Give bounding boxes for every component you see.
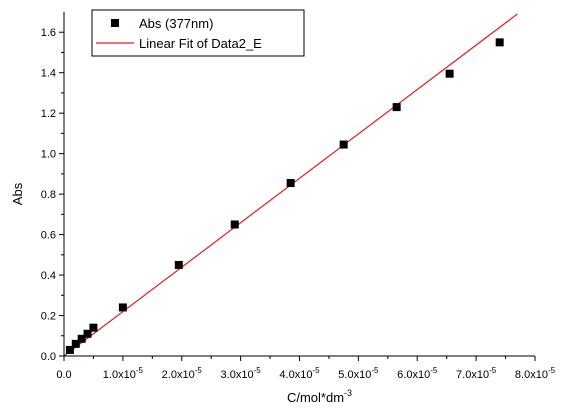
plot-area [64,13,518,356]
data-point [339,140,348,149]
x-tick-label: 1.0x10-5 [103,366,144,381]
data-point [65,345,74,354]
y-tick-label: 0.0 [41,351,56,363]
x-tick-label: 7.0x10-5 [456,366,497,381]
x-tick-label: 2.0x10-5 [162,366,203,381]
data-point [89,323,98,332]
legend-marker-square [111,19,119,27]
axes: 0.0 1.0x10-5 2.0x10-5 3.0x10-5 4.0x10-5 5.0x1… [10,12,556,405]
legend-label: Linear Fit of Data2_E [139,36,262,51]
y-tick-label: 0.6 [41,230,56,242]
data-point [392,103,401,112]
data-point [71,339,80,348]
data-point [445,69,454,78]
data-point [83,329,92,338]
y-tick-label: 1.4 [41,68,56,80]
y-axis-title: Abs [10,182,25,205]
y-tick-label: 1.2 [41,108,56,120]
x-tick-label: 8.0x10-5 [515,366,556,381]
x-tick-label: 5.0x10-5 [338,366,379,381]
y-tick-label: 0.8 [41,189,56,201]
data-point [495,38,504,47]
x-tick-label: 4.0x10-5 [279,366,320,381]
data-point [230,220,239,229]
data-point [118,303,127,312]
x-axis-title: C/mol*dm-3 [287,388,352,405]
data-point [286,178,295,187]
y-tick-label: 0.4 [41,270,56,282]
x-tick-label: 0.0 [56,369,71,381]
x-tick-label: 6.0x10-5 [397,366,438,381]
y-tick-label: 0.2 [41,311,56,323]
x-tick-label: 3.0x10-5 [221,366,262,381]
legend: Abs (377nm) Linear Fit of Data2_E [91,9,305,57]
legend-label: Abs (377nm) [139,16,213,31]
legend-box [91,9,305,57]
y-tick-label: 1.0 [41,149,56,161]
data-point [77,334,86,343]
y-tick-label: 1.6 [41,27,56,39]
data-point [174,260,183,269]
